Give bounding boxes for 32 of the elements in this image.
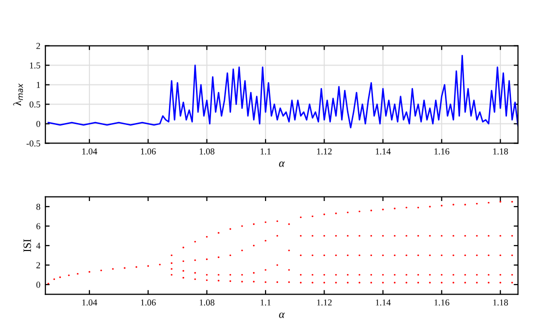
y-tick-label: 0: [36, 282, 40, 288]
x-tick-label: 1.16: [434, 299, 450, 306]
x-tick-label: 1.1: [260, 148, 271, 154]
x-axis-title: α: [279, 312, 285, 318]
x-tick-label: 1.18: [493, 299, 508, 306]
x-tick-label: 1.04: [82, 299, 98, 306]
y-tick-label: 1.5: [30, 62, 40, 69]
y-tick-label: 6: [36, 223, 40, 230]
y-tick-label: 0: [36, 120, 40, 127]
x-tick-label: 1.08: [200, 299, 214, 306]
y-tick-label: 8: [36, 204, 40, 210]
x-tick-label: 1.14: [376, 299, 391, 306]
y-axis-title: λ$_{max}$: [13, 83, 23, 106]
y-tick-label: -0.5: [26, 140, 40, 146]
x-tick-label: 1.12: [317, 299, 332, 306]
y-axis-title: ISI: [24, 239, 31, 252]
y-tick-label: 4: [36, 242, 40, 249]
y-tick-label: 2: [36, 42, 40, 49]
y-tick-label: 2: [36, 262, 40, 268]
x-tick-label: 1.08: [200, 148, 214, 154]
y-tick-label: 1: [36, 82, 40, 88]
x-tick-label: 1.16: [434, 148, 450, 154]
x-tick-label: 1.1: [260, 299, 271, 306]
x-tick-label: 1.04: [82, 148, 98, 154]
x-tick-label: 1.06: [141, 148, 156, 154]
x-axis-title: α: [279, 162, 285, 167]
x-tick-label: 1.12: [317, 148, 332, 154]
y-tick-label: 0.5: [30, 101, 40, 108]
x-tick-label: 1.14: [376, 148, 391, 154]
x-tick-label: 1.06: [141, 299, 156, 306]
x-tick-label: 1.18: [493, 148, 508, 154]
line-series: [48, 54, 518, 128]
